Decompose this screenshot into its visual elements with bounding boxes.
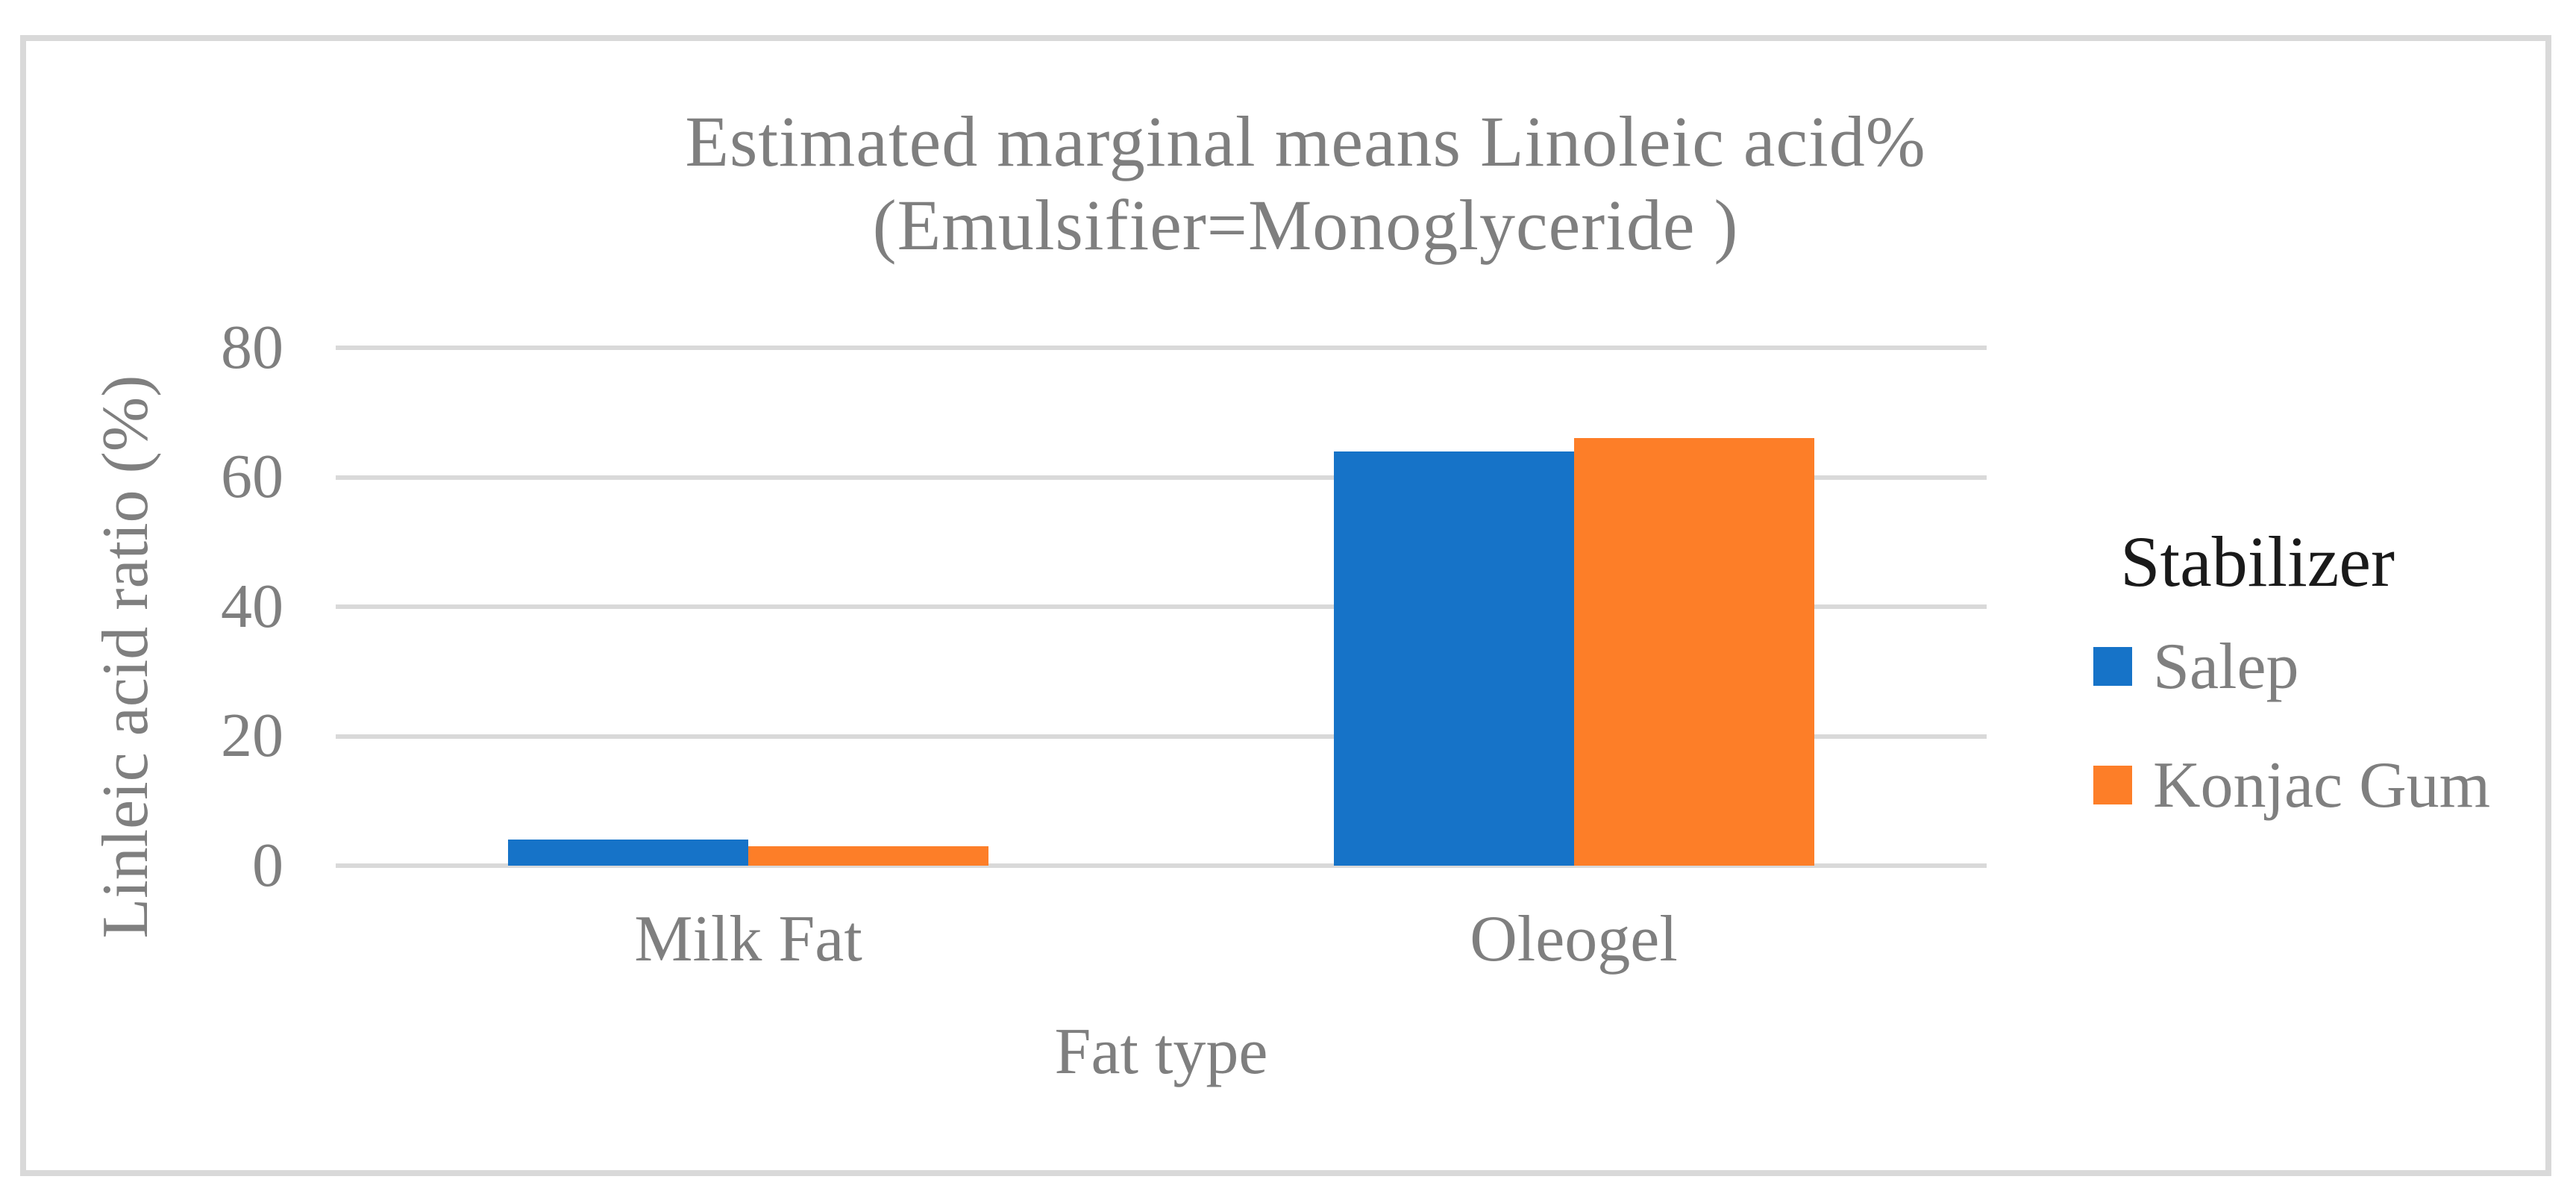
gridline-80 — [336, 346, 1987, 350]
gridline-0-baseline — [336, 863, 1987, 868]
chart-title-line-2: (Emulsifier=Monoglyceride ) — [872, 185, 1739, 265]
gridline-60 — [336, 475, 1987, 480]
legend-title: Stabilizer — [2120, 522, 2395, 601]
gridline-40 — [336, 604, 1987, 609]
legend-item-konjac-gum: Konjac Gum — [2093, 744, 2490, 826]
bar-oleogel-konjac-gum — [1573, 438, 1814, 866]
legend-label-konjac-gum: Konjac Gum — [2153, 748, 2491, 822]
bar-milk-fat-konjac-gum — [748, 846, 989, 866]
bar-oleogel-salep — [1333, 451, 1574, 866]
chart-title: Estimated marginal means Linoleic acid% … — [336, 100, 2275, 267]
y-tick-20: 20 — [221, 701, 283, 770]
legend-item-salep: Salep — [2093, 625, 2299, 707]
y-axis-tick-labels: 80 60 40 20 0 — [90, 314, 283, 899]
y-tick-40: 40 — [221, 572, 283, 641]
x-category-label-milk-fat: Milk Fat — [634, 903, 862, 975]
y-tick-80: 80 — [221, 313, 283, 382]
x-category-label-oleogel: Oleogel — [1470, 903, 1678, 975]
chart-area-border — [20, 35, 2551, 1176]
bar-milk-fat-salep — [508, 840, 749, 866]
x-axis-title: Fat type — [1054, 1016, 1268, 1088]
legend-label-salep: Salep — [2153, 630, 2299, 703]
legend-swatch-salep — [2093, 647, 2132, 686]
gridline-20 — [336, 734, 1987, 739]
y-tick-0: 0 — [252, 831, 283, 900]
plot-area — [336, 346, 1987, 868]
legend-swatch-konjac-gum — [2093, 766, 2132, 804]
chart-title-line-1: Estimated marginal means Linoleic acid% — [685, 101, 1926, 181]
y-tick-60: 60 — [221, 442, 283, 511]
